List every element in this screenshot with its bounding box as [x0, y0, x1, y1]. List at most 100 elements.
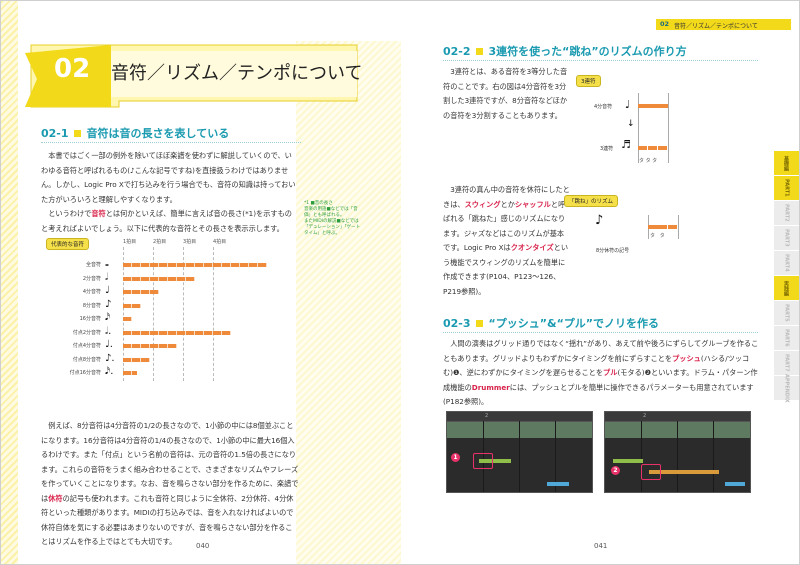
daw-gridline: [519, 421, 520, 492]
side-tab-実践編[interactable]: 実践編: [774, 276, 799, 300]
side-tab-part3[interactable]: PART3: [774, 226, 799, 250]
note-duration-bar: [123, 317, 132, 321]
triplet-syllables: タ タ タ: [639, 158, 658, 164]
daw-gridline: [641, 421, 642, 492]
pull-highlight: [641, 464, 661, 480]
badge-push: 1: [451, 453, 460, 462]
note-symbol-icon: 𝅝: [105, 258, 109, 269]
s2-highlight-quantize: クオンタイズ: [510, 243, 554, 252]
daw-screenshot-pull: 2: [604, 411, 751, 493]
side-note: *1 ■音の長さ 音楽の用語■などでは「音価」とも呼ばれる。 またMIDIの解説…: [304, 201, 361, 236]
side-tab-part7[interactable]: PART7: [774, 351, 799, 375]
note-name: 16分音符: [79, 316, 101, 322]
note-duration-bar: [123, 303, 141, 308]
section-1-para2: というわけで音符とは何かといえば、簡単に言えば音の長さ(*1)を示すものと考えれ…: [41, 207, 299, 236]
lb-text-a: 例えば、8分音符は4分音符の1/2の長さなので、1小節の中には8個並ぶことになり…: [41, 421, 299, 503]
square-bullet-icon: [475, 320, 483, 327]
swing-bar-1: [648, 225, 667, 229]
badge-pull: 2: [611, 466, 620, 475]
daw-gridline: [483, 421, 484, 492]
s3-highlight-pull: プル: [603, 368, 618, 377]
side-tab-part5[interactable]: PART5: [774, 301, 799, 325]
section-1-rule: [41, 142, 301, 143]
triplet-label: 3連符: [576, 75, 601, 87]
side-tab-part2[interactable]: PART2: [774, 201, 799, 225]
section-3-heading: 02-3 “プッシュ”&“プル”でノリを作る: [443, 315, 659, 331]
swing-syllables: タ タ: [650, 233, 665, 239]
note-symbol-icon: ♩: [105, 285, 110, 296]
left-bottom-para: 例えば、8分音符は4分音符の1/2の長さなので、1小節の中には8個並ぶことになり…: [41, 419, 299, 550]
triplet-note-icon: ♬: [621, 138, 631, 151]
midi-note: [479, 459, 511, 463]
triplet-bottom-label: 3連符: [600, 146, 614, 152]
beat-tick-label: 1拍目: [123, 239, 137, 245]
note-symbol-icon: ♪: [105, 298, 112, 310]
chapter-banner: [19, 41, 359, 111]
section-2-para2: 3連符の真ん中の音符を休符にしたときは、スウィングとかシャッフルと呼ばれる「跳ね…: [443, 183, 571, 299]
note-name: 付点8分音符: [72, 356, 101, 363]
note-symbol-icon: ♪.: [105, 352, 115, 364]
section-1-para1: 本書ではごく一部の例外を除いてほぼ楽譜を使わずに解説していくので、いわゆる音符と…: [41, 151, 296, 204]
side-tab-基礎編[interactable]: 基礎編: [774, 151, 799, 175]
s2-text-b: とか: [500, 199, 515, 209]
section-2-para1-text: 3連符とは、ある音符を3等分した音符のことです。右の図は4分音符を3分割した3連…: [443, 67, 568, 120]
swing-note-icon: ♪: [595, 213, 604, 228]
section-3-title: “プッシュ”&“プル”でノリを作る: [488, 317, 660, 330]
section-2-title: 3連符を使った“跳ね”のリズムの作り方: [488, 45, 687, 58]
side-tab-appendix[interactable]: APPENDIX: [774, 374, 799, 402]
s2-highlight-swing: スウィング: [464, 199, 501, 209]
lb-highlight: 休符: [48, 493, 63, 503]
note-symbol-icon: 𝅘𝅥𝅯: [105, 312, 111, 323]
side-tab-part1[interactable]: PART1: [774, 176, 799, 200]
note-duration-bar: [123, 330, 231, 335]
page-number-left: 040: [196, 542, 210, 550]
s2-highlight-shuffle: シャッフル: [514, 199, 551, 209]
center-stripes: [296, 41, 401, 564]
s3-text-d: には、プッシュとプルを簡単に操作できるパラメーターも用意されています(P182参…: [443, 382, 754, 407]
section-1-number: 02-1: [41, 127, 69, 140]
s2-text-d: という機能でスウィングのリズムを簡単に作成できます(P104、P123〜126、…: [443, 243, 569, 296]
note-symbol-icon: 𝅗𝅥: [105, 271, 109, 283]
left-margin-stripes: [1, 1, 18, 564]
swing-caption: 8分休符の記号: [596, 248, 630, 254]
beat-tick-label: 3拍目: [183, 239, 197, 245]
beat-tick-label: 4拍目: [213, 239, 227, 245]
s3-highlight-drummer: Drummer: [471, 382, 510, 392]
note-duration-bar: [123, 371, 137, 375]
beat-gridline: [183, 247, 184, 381]
side-tab-part6[interactable]: PART6: [774, 326, 799, 350]
section-1-body: 本書ではごく一部の例外を除いてほぼ楽譜を使わずに解説していくので、いわゆる音符と…: [41, 149, 299, 236]
note-chart-label: 代表的な音符: [46, 238, 90, 250]
chapter-title: 音符／リズム／テンポについて: [111, 63, 363, 84]
square-bullet-icon: [73, 130, 81, 137]
section-3-para: 人間の演奏はグリッド通りではなく“揺れ”があり、あえて前や後ろにずらしてグルーブ…: [443, 337, 763, 410]
midi-note: [613, 459, 643, 463]
quarter-bar: [638, 104, 668, 108]
para2-text-a: というわけで: [48, 209, 92, 218]
note-duration-bar: [123, 344, 177, 348]
note-name: 8分音符: [82, 302, 101, 309]
side-tab-part4[interactable]: PART4: [774, 251, 799, 275]
quarter-label: 4分音符: [594, 104, 613, 110]
note-chart: 代表的な音符 1拍目 2拍目 3拍目 4拍目 全音符 𝅝 2分音符 𝅗𝅥 4分音符 ♩ 8分音符 ♪…: [41, 233, 301, 403]
right-header-num: 02: [660, 20, 670, 28]
section-2-heading: 02-2 3連符を使った“跳ね”のリズムの作り方: [443, 43, 687, 59]
s3-text-b: (ハシる/ツッコむ)❶、逆にわずかにタイミングを遅らせることを: [443, 353, 750, 378]
page-number-right: 041: [594, 542, 608, 550]
section-3-number: 02-3: [443, 317, 471, 330]
beat-gridline: [213, 247, 214, 381]
chapter-number: 02: [54, 54, 91, 84]
section-3-body: 人間の演奏はグリッド通りではなく“揺れ”があり、あえて前や後ろにずらしてグルーブ…: [443, 337, 763, 410]
note-symbol-icon: 𝅗𝅥.: [105, 325, 112, 337]
arrow-down-icon: ↓: [627, 119, 635, 129]
s2-text-c: と呼ばれる「跳ねた」感じのリズムになります。ジャズなどはこのリズムが基本です。L…: [443, 199, 566, 253]
triplet-bar-3: [658, 146, 667, 150]
triplet-bar-1: [638, 146, 647, 150]
s2-text-a: 3連符の真ん中の音符を休符にしたときは、: [443, 185, 570, 209]
s3-highlight-push: プッシュ: [672, 353, 701, 363]
note-duration-bar: [123, 263, 267, 267]
note-name: 付点4分音符: [72, 343, 101, 349]
note-duration-bar: [123, 276, 195, 281]
daw-gridline: [713, 421, 714, 492]
